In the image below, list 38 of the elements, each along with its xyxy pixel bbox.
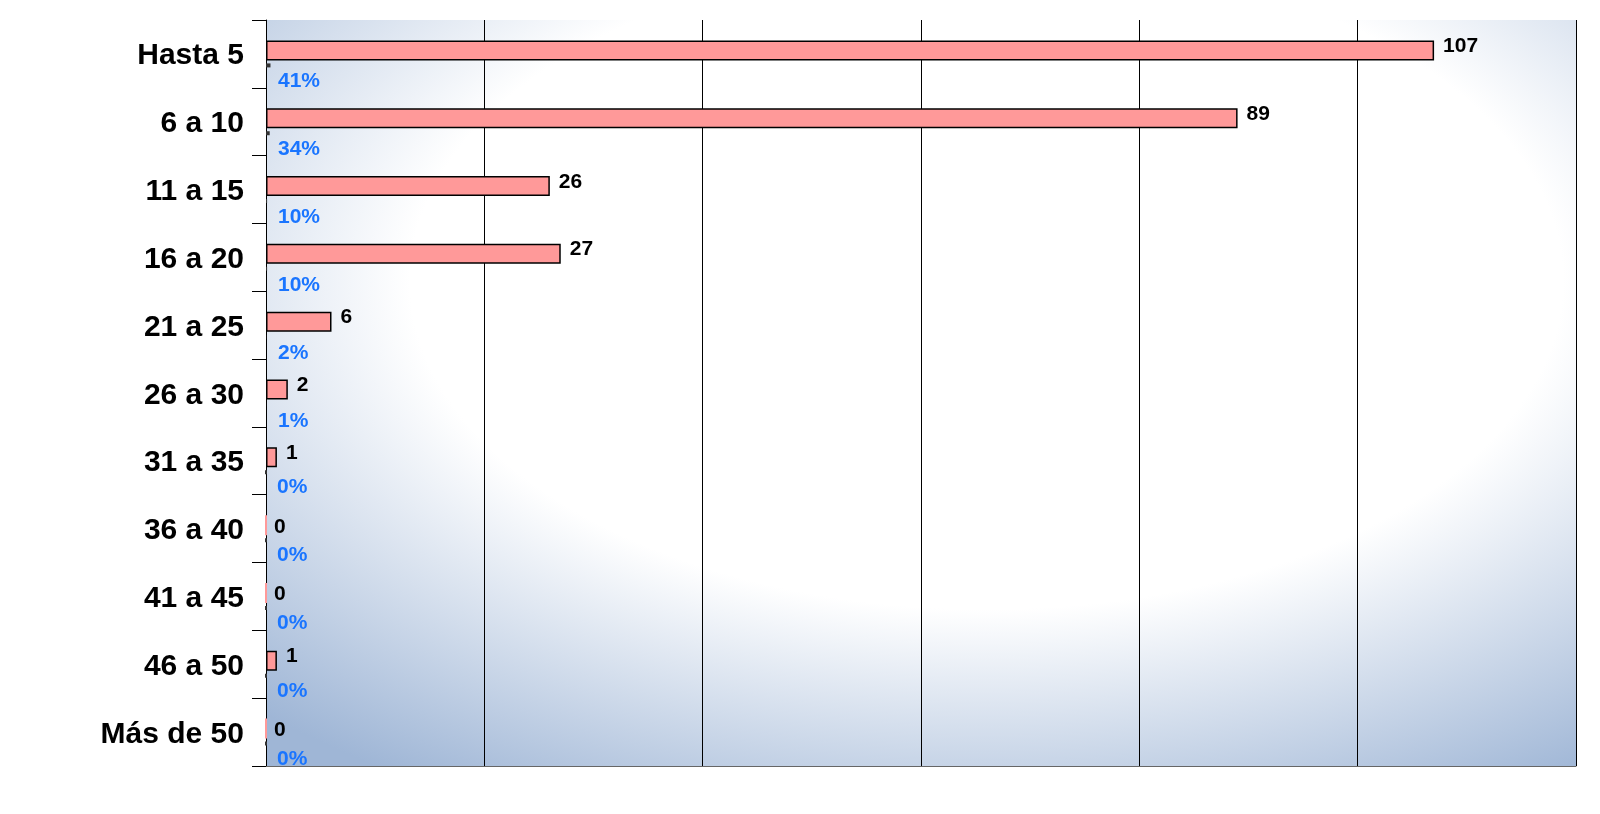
y-tick-label: 36 a 40 (143, 512, 244, 546)
data-label: 1 (285, 643, 298, 667)
data-label: 107 (1443, 32, 1479, 56)
data-label: 0% (277, 609, 308, 633)
data-label: 6 (340, 304, 353, 328)
bar (266, 447, 277, 468)
data-label: 41% (278, 68, 321, 92)
y-tick-label: Hasta 5 (137, 37, 244, 71)
bar (266, 311, 332, 332)
data-label: 26 (558, 168, 583, 192)
bar (266, 650, 277, 671)
data-label: 0 (274, 513, 286, 537)
y-tick-label: 21 a 25 (143, 308, 244, 342)
bar (266, 379, 288, 400)
y-tick-label: Más de 50 (100, 715, 244, 749)
data-label: 1 (285, 439, 298, 463)
data-label: 10% (278, 271, 321, 295)
data-label: 0% (277, 542, 308, 566)
data-label: 27 (569, 236, 594, 260)
bar (266, 131, 270, 136)
data-label: 0% (277, 474, 308, 498)
y-tick-label: 6 a 10 (160, 105, 244, 139)
y-tick-label: 41 a 45 (143, 579, 244, 613)
data-label: 10% (278, 204, 321, 228)
y-tick-label: 11 a 15 (145, 173, 244, 207)
data-label: 2 (296, 372, 309, 395)
data-label: 2% (278, 339, 309, 363)
y-tick-label: 46 a 50 (143, 647, 244, 681)
data-label: 89 (1246, 100, 1270, 124)
data-label: 0% (277, 745, 308, 769)
data-label: 1% (278, 407, 309, 431)
data-label: 0 (274, 581, 286, 605)
y-tick-label: 31 a 35 (143, 444, 244, 478)
y-tick-label: 26 a 30 (143, 376, 244, 410)
data-label: 0% (277, 677, 308, 701)
y-tick-label: 16 a 20 (143, 240, 244, 274)
data-label: 34% (278, 136, 321, 160)
data-label: 0 (274, 717, 286, 741)
